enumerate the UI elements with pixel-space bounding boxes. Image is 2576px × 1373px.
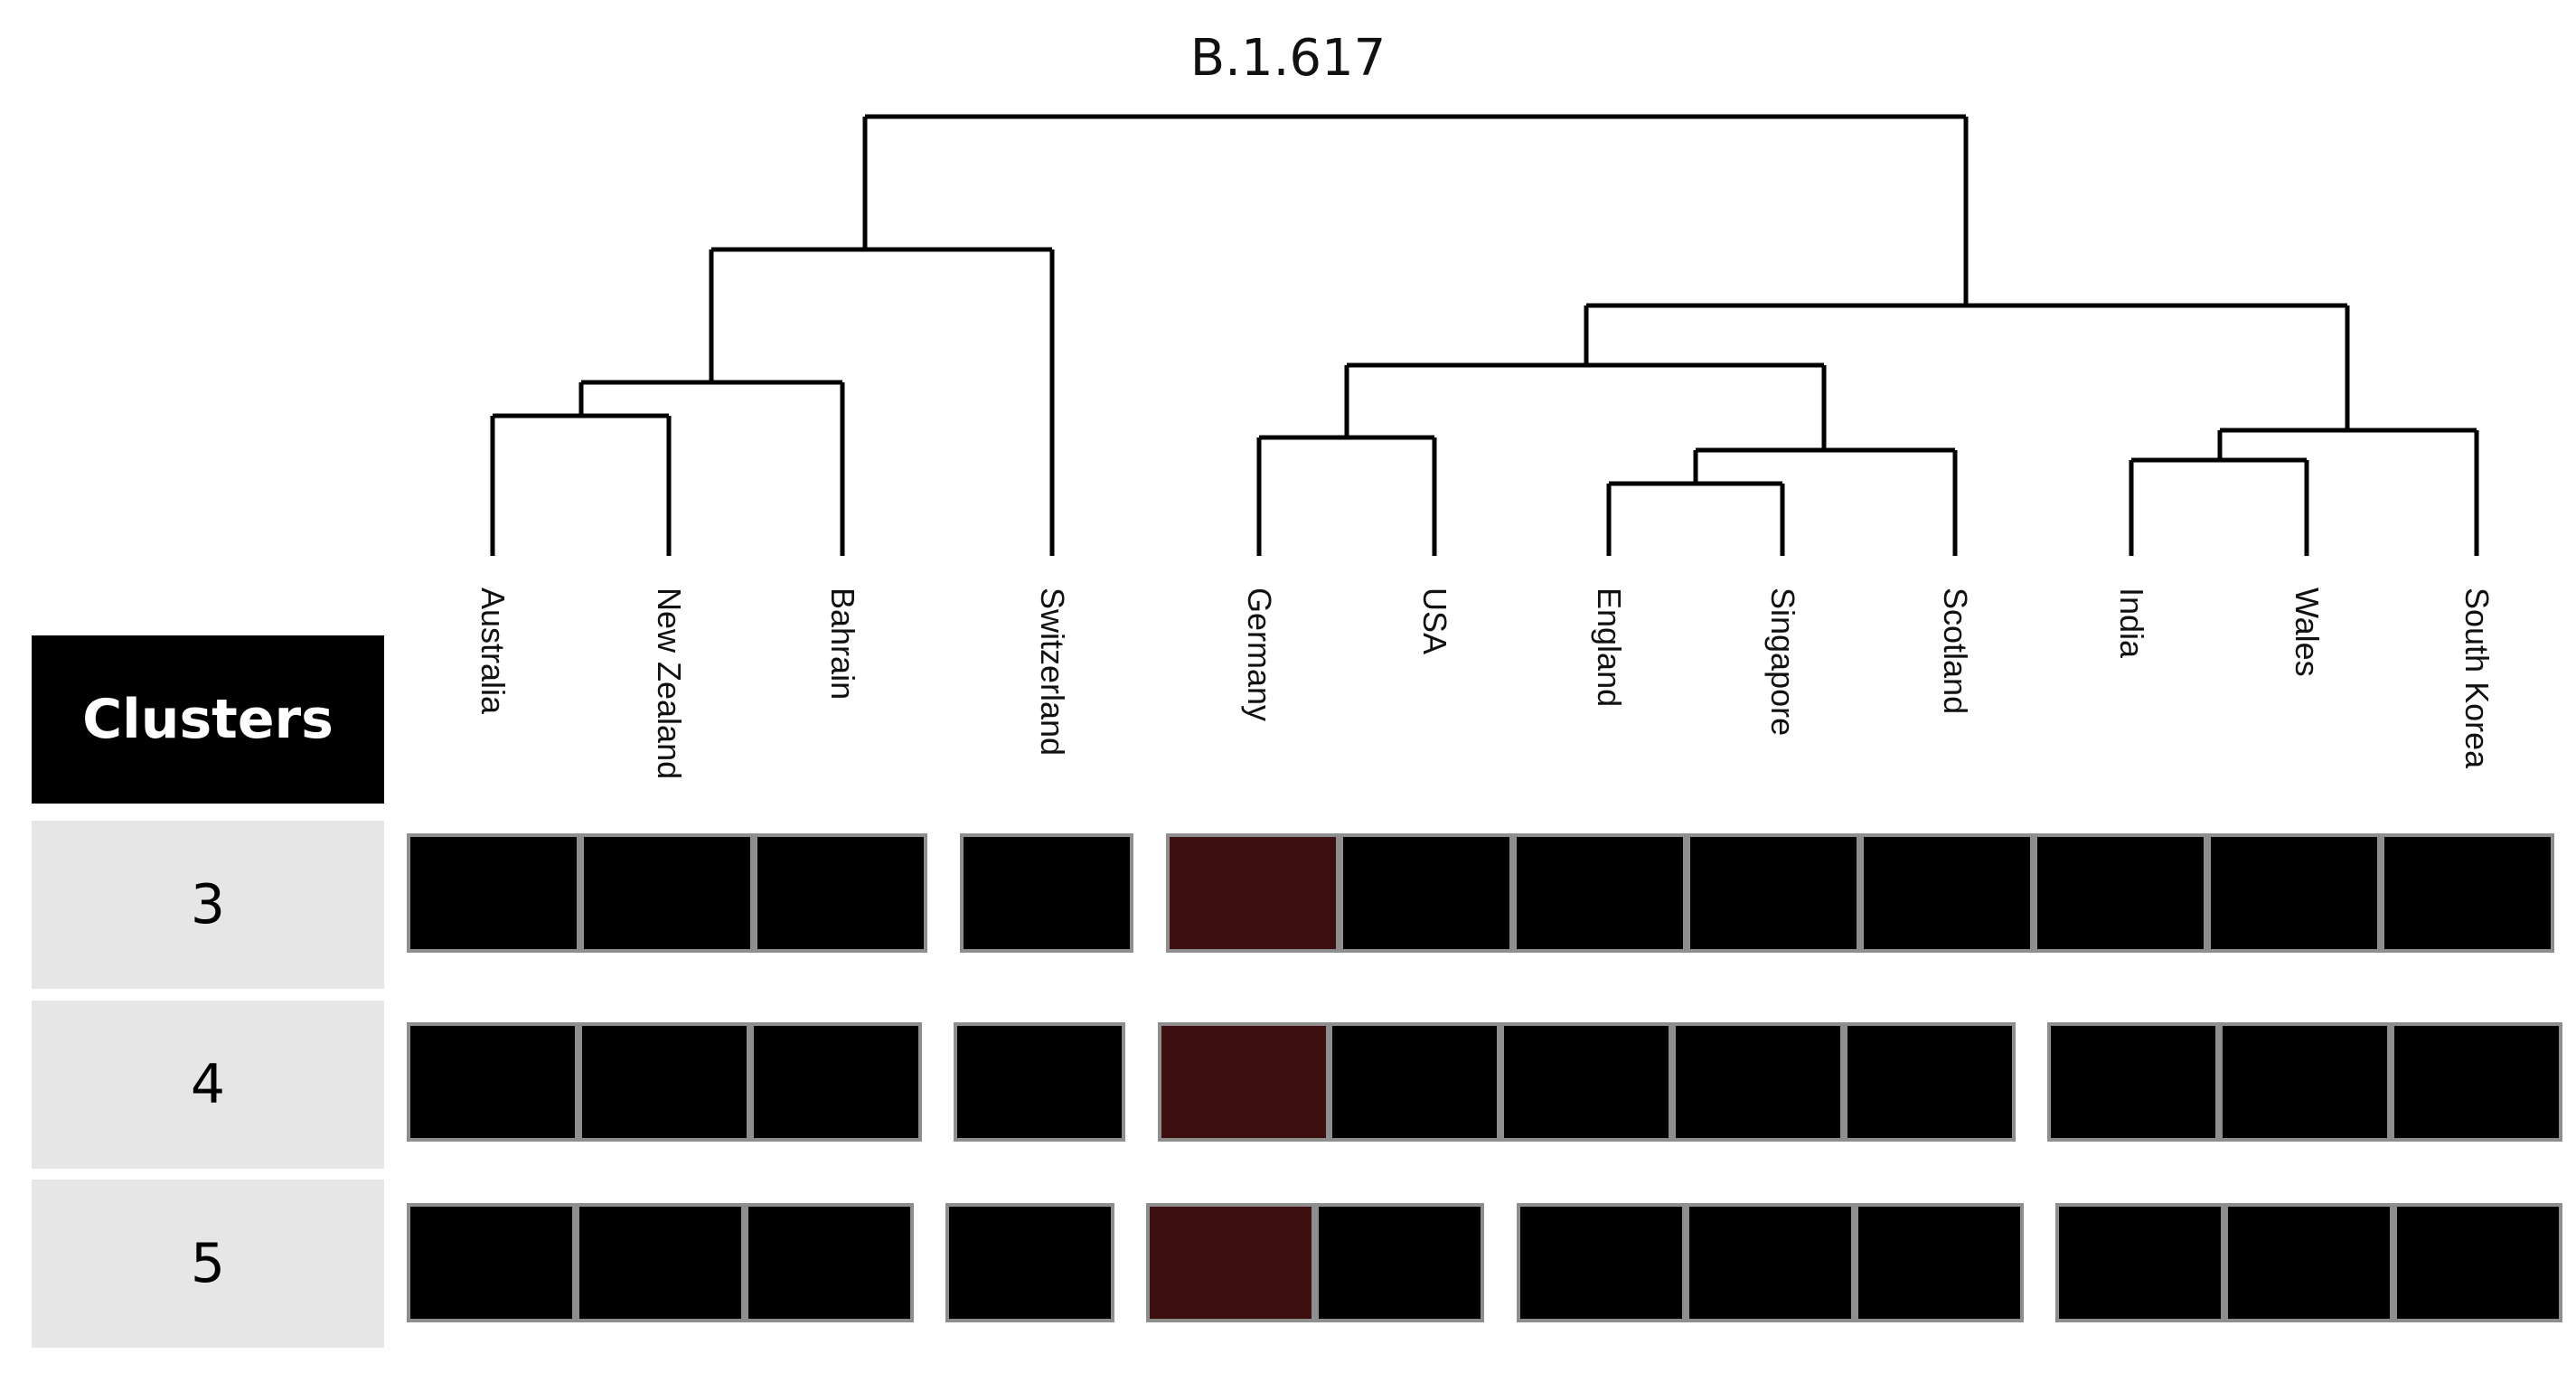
cluster-cell: [407, 1022, 578, 1142]
cluster-cell: [2207, 833, 2381, 953]
cluster-cell: [2219, 1022, 2391, 1142]
cluster-cell: [2381, 833, 2554, 953]
leaf-label-england: England: [1591, 588, 1628, 708]
row-label-5: 5: [32, 1180, 384, 1348]
cluster-cell: [1340, 833, 1513, 953]
cluster-cell: [954, 1022, 1125, 1142]
leaf-label-usa: USA: [1416, 588, 1453, 655]
leaf-label-new-zealand: New Zealand: [651, 588, 688, 780]
leaf-label-singapore: Singapore: [1764, 588, 1801, 737]
cluster-cell: [750, 1022, 922, 1142]
cluster-cell: [1500, 1022, 1672, 1142]
cluster-cell: [1844, 1022, 2016, 1142]
cluster-cell: [1146, 1203, 1315, 1322]
cluster-cell: [2055, 1203, 2224, 1322]
cluster-cell: [754, 833, 927, 953]
cluster-cell: [1672, 1022, 1844, 1142]
cluster-cell: [1517, 1203, 1686, 1322]
cluster-cell: [1687, 833, 1860, 953]
cluster-cell: [960, 833, 1133, 953]
cluster-cell: [1329, 1022, 1500, 1142]
row-label-4: 4: [32, 1001, 384, 1169]
leaf-label-india: India: [2113, 588, 2150, 659]
cluster-cell: [1513, 833, 1687, 953]
dendrogram-tree: [490, 114, 2479, 556]
cluster-cell: [2047, 1022, 2219, 1142]
cluster-cell: [2393, 1203, 2562, 1322]
leaf-label-scotland: Scotland: [1937, 588, 1974, 715]
cluster-cell: [407, 833, 580, 953]
leaf-label-switzerland: Switzerland: [1034, 588, 1071, 757]
row-label-3: 3: [32, 821, 384, 989]
cluster-cell: [1860, 833, 2034, 953]
cluster-cell: [745, 1203, 914, 1322]
cluster-cell: [1686, 1203, 1855, 1322]
leaf-label-bahrain: Bahrain: [824, 588, 861, 701]
cluster-cell: [576, 1203, 745, 1322]
cluster-cell: [2391, 1022, 2562, 1142]
cluster-cell: [1158, 1022, 1330, 1142]
cluster-cell: [2034, 833, 2207, 953]
leaf-label-wales: Wales: [2289, 588, 2326, 677]
cluster-cell: [578, 1022, 750, 1142]
cluster-cell: [1166, 833, 1340, 953]
leaf-label-germany: Germany: [1241, 588, 1278, 722]
cluster-cell: [1315, 1203, 1484, 1322]
cluster-cell: [580, 833, 754, 953]
clusters-header: Clusters: [32, 635, 384, 804]
cluster-cell: [2224, 1203, 2393, 1322]
cluster-cell: [407, 1203, 576, 1322]
cluster-cell: [1855, 1203, 2024, 1322]
leaf-label-australia: Australia: [475, 588, 512, 715]
dendrogram-title: B.1.617: [1189, 29, 1387, 88]
leaf-label-south-korea: South Korea: [2458, 588, 2496, 769]
cluster-cell: [945, 1203, 1114, 1322]
